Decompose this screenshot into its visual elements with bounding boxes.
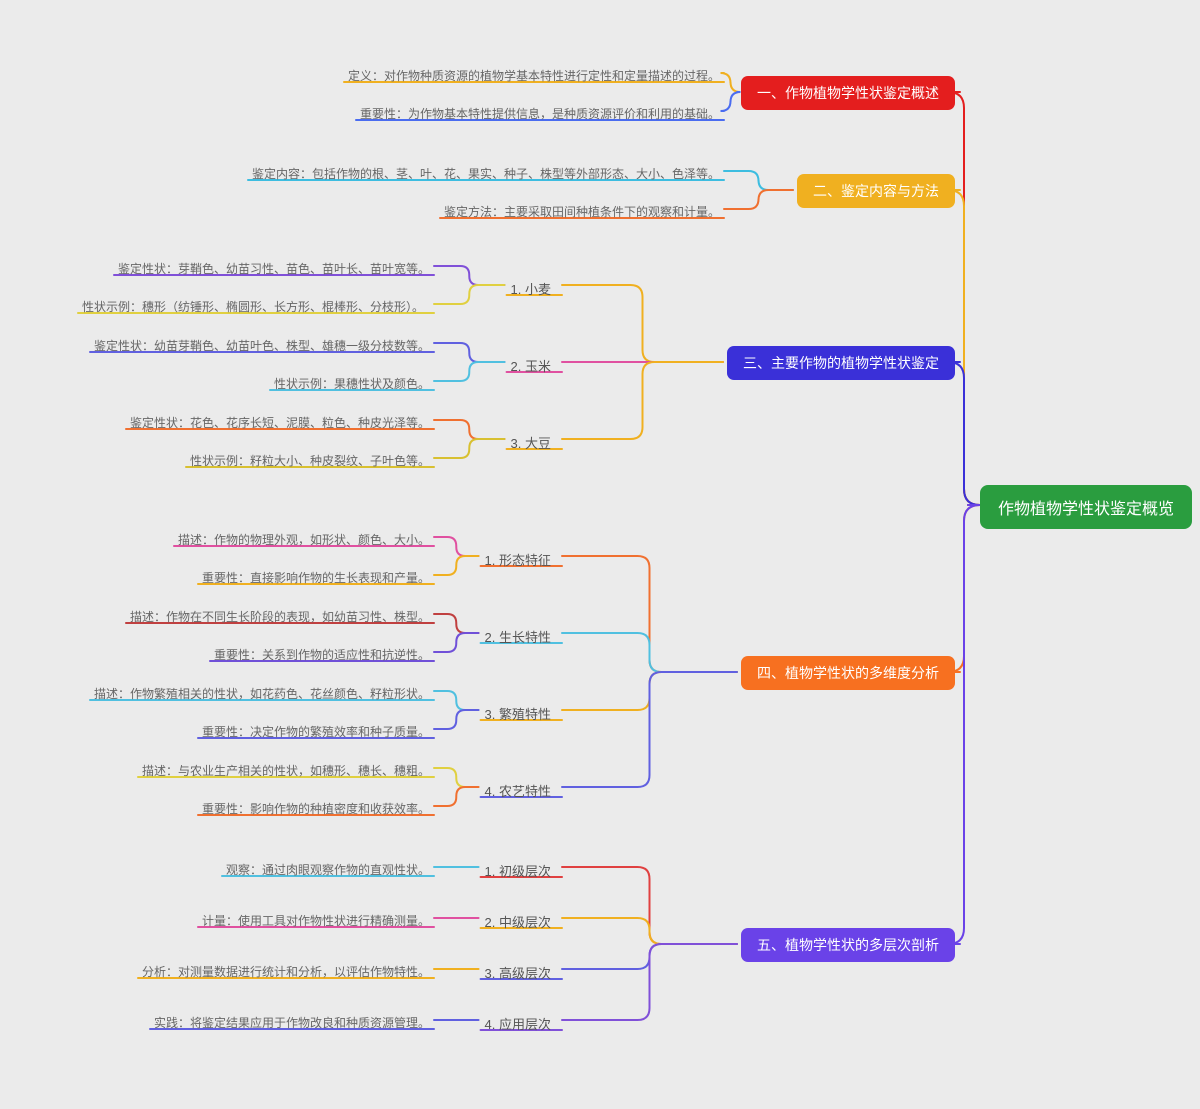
sub-node[interactable]: 3. 大豆 (511, 430, 551, 455)
leaf-node: 实践：将鉴定结果应用于作物改良和种质资源管理。 (154, 1012, 430, 1033)
branch-node[interactable]: 一、作物植物学性状鉴定概述 (741, 76, 955, 110)
sub-node[interactable]: 4. 农艺特性 (485, 778, 551, 803)
leaf-node: 性状示例：果穗性状及颜色。 (274, 373, 430, 394)
leaf-node: 描述：与农业生产相关的性状，如穗形、穗长、穗粗。 (142, 760, 430, 781)
branch-node[interactable]: 五、植物学性状的多层次剖析 (741, 928, 955, 962)
leaf-node: 分析：对测量数据进行统计和分析，以评估作物特性。 (142, 961, 430, 982)
leaf-node: 性状示例：籽粒大小、种皮裂纹、子叶色等。 (190, 450, 430, 471)
leaf-node: 描述：作物的物理外观，如形状、颜色、大小。 (178, 529, 430, 550)
branch-node[interactable]: 二、鉴定内容与方法 (797, 174, 955, 208)
sub-node[interactable]: 2. 中级层次 (485, 909, 551, 934)
sub-node[interactable]: 1. 形态特征 (485, 547, 551, 572)
leaf-node: 鉴定性状：幼苗芽鞘色、幼苗叶色、株型、雄穗一级分枝数等。 (94, 335, 430, 356)
branch-node[interactable]: 三、主要作物的植物学性状鉴定 (727, 346, 955, 380)
sub-node[interactable]: 1. 初级层次 (485, 858, 551, 883)
root-node[interactable]: 作物植物学性状鉴定概览 (980, 485, 1192, 529)
leaf-node: 描述：作物繁殖相关的性状，如花药色、花丝颜色、籽粒形状。 (94, 683, 430, 704)
sub-node[interactable]: 1. 小麦 (511, 276, 551, 301)
leaf-node: 计量：使用工具对作物性状进行精确测量。 (202, 910, 430, 931)
sub-node[interactable]: 4. 应用层次 (485, 1011, 551, 1036)
leaf-node: 鉴定方法：主要采取田间种植条件下的观察和计量。 (444, 201, 720, 222)
sub-node[interactable]: 3. 高级层次 (485, 960, 551, 985)
branch-node[interactable]: 四、植物学性状的多维度分析 (741, 656, 955, 690)
leaf-node: 性状示例：穗形（纺锤形、椭圆形、长方形、棍棒形、分枝形）。 (82, 296, 424, 317)
leaf-node: 重要性：直接影响作物的生长表现和产量。 (202, 567, 430, 588)
sub-node[interactable]: 3. 繁殖特性 (485, 701, 551, 726)
leaf-node: 重要性：关系到作物的适应性和抗逆性。 (214, 644, 430, 665)
leaf-node: 重要性：为作物基本特性提供信息，是种质资源评价和利用的基础。 (360, 103, 720, 124)
leaf-node: 鉴定内容：包括作物的根、茎、叶、花、果实、种子、株型等外部形态、大小、色泽等。 (252, 163, 720, 184)
leaf-node: 鉴定性状：花色、花序长短、泥膜、粒色、种皮光泽等。 (130, 412, 430, 433)
leaf-node: 重要性：决定作物的繁殖效率和种子质量。 (202, 721, 430, 742)
sub-node[interactable]: 2. 生长特性 (485, 624, 551, 649)
leaf-node: 定义：对作物种质资源的植物学基本特性进行定性和定量描述的过程。 (348, 65, 720, 86)
sub-node[interactable]: 2. 玉米 (511, 353, 551, 378)
leaf-node: 观察：通过肉眼观察作物的直观性状。 (226, 859, 430, 880)
leaf-node: 鉴定性状：芽鞘色、幼苗习性、苗色、苗叶长、苗叶宽等。 (118, 258, 430, 279)
leaf-node: 重要性：影响作物的种植密度和收获效率。 (202, 798, 430, 819)
leaf-node: 描述：作物在不同生长阶段的表现，如幼苗习性、株型。 (130, 606, 430, 627)
